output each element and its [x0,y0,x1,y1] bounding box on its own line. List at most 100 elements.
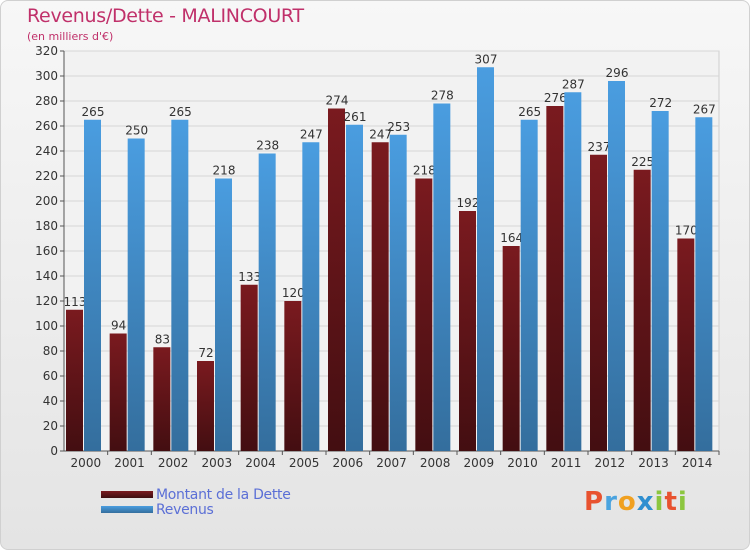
bar-revenus [84,119,101,451]
bar-dette [677,238,695,451]
bar-revenus [608,81,625,451]
data-label-revenus: 307 [475,52,498,66]
x-tick-label: 2010 [507,456,538,470]
bar-revenus [215,178,232,451]
y-tick-label: 320 [35,44,58,58]
proxiti-logo: Proxiti [584,487,688,517]
bar-dette [328,108,345,451]
y-tick-label: 200 [35,194,58,208]
bar-dette [415,178,433,451]
y-tick-label: 60 [43,369,58,383]
legend-swatch-dette [101,491,153,498]
logo-letter: t [664,487,678,517]
data-label-revenus: 261 [344,110,367,124]
bar-revenus [171,119,189,451]
data-label-dette: 218 [413,164,436,178]
bar-dette [633,169,651,451]
data-label-revenus: 250 [125,124,148,138]
y-tick-label: 280 [35,94,58,108]
data-label-dette: 225 [631,155,654,169]
bar-revenus [302,142,320,451]
x-tick-label: 2012 [595,456,626,470]
data-label-dette: 192 [457,196,480,210]
y-tick-label: 120 [35,294,58,308]
data-label-revenus: 278 [431,89,454,103]
bar-revenus [127,138,145,451]
x-tick-label: 2014 [682,456,713,470]
x-tick-label: 2003 [202,456,233,470]
legend: Montant de la Dette Revenus [101,486,291,518]
data-label-revenus: 287 [562,77,585,91]
logo-letter: r [604,487,618,517]
legend-item-revenus: Revenus [101,502,291,518]
data-label-revenus: 265 [518,105,541,119]
bar-dette [240,284,258,451]
x-tick-label: 2013 [638,456,669,470]
legend-item-dette: Montant de la Dette [101,486,291,503]
logo-letter: i [677,487,688,517]
x-tick-label: 2005 [289,456,320,470]
y-tick-label: 220 [35,169,58,183]
logo-letter: x [636,487,655,517]
bar-dette [502,246,520,451]
bar-revenus [346,124,363,451]
bar-dette [197,361,214,451]
legend-label-dette: Montant de la Dette [156,486,291,503]
logo-letter: P [584,487,605,517]
data-label-revenus: 265 [82,105,105,119]
data-label-dette: 274 [326,94,349,108]
x-tick-label: 2011 [551,456,582,470]
bar-dette [109,333,127,451]
y-tick-label: 180 [35,219,58,233]
data-label-revenus: 218 [213,164,236,178]
data-label-revenus: 247 [300,127,323,141]
bar-dette [153,347,171,451]
bar-dette [459,211,476,451]
x-tick-label: 2004 [245,456,276,470]
x-tick-label: 2009 [464,456,495,470]
x-tick-label: 2008 [420,456,451,470]
data-label-revenus: 267 [693,102,716,116]
data-label-dette: 247 [369,127,392,141]
data-label-dette: 83 [155,332,170,346]
y-tick-label: 20 [43,419,58,433]
data-label-dette: 170 [675,224,698,238]
bar-dette [284,301,302,451]
data-label-revenus: 238 [256,139,279,153]
bar-revenus [695,117,713,451]
data-label-revenus: 296 [606,66,629,80]
x-tick-label: 2000 [71,456,102,470]
data-label-revenus: 265 [169,105,192,119]
y-tick-label: 260 [35,119,58,133]
data-label-dette: 94 [111,319,126,333]
y-tick-label: 300 [35,69,58,83]
y-tick-label: 140 [35,269,58,283]
bar-revenus [389,134,407,451]
chart-title: Revenus/Dette - MALINCOURT [27,5,304,27]
bar-revenus [258,153,276,451]
data-label-dette: 120 [282,286,305,300]
data-label-revenus: 253 [387,120,410,134]
y-tick-label: 160 [35,244,58,258]
bar-dette [66,309,83,451]
data-label-revenus: 272 [649,96,672,110]
x-tick-label: 2006 [333,456,364,470]
y-tick-label: 0 [50,444,58,458]
data-label-dette: 276 [544,91,567,105]
data-label-dette: 72 [198,346,213,360]
bar-revenus [477,67,494,451]
y-tick-label: 40 [43,394,58,408]
bar-revenus [520,119,538,451]
bar-dette [590,154,607,451]
bar-revenus [433,103,451,451]
bar-dette [546,106,564,451]
data-label-dette: 164 [500,231,523,245]
bar-dette [371,142,389,451]
x-tick-label: 2002 [158,456,189,470]
data-label-dette: 133 [238,270,261,284]
y-tick-label: 100 [35,319,58,333]
data-label-dette: 237 [588,140,611,154]
chart-subtitle: (en milliers d'€) [27,30,114,43]
